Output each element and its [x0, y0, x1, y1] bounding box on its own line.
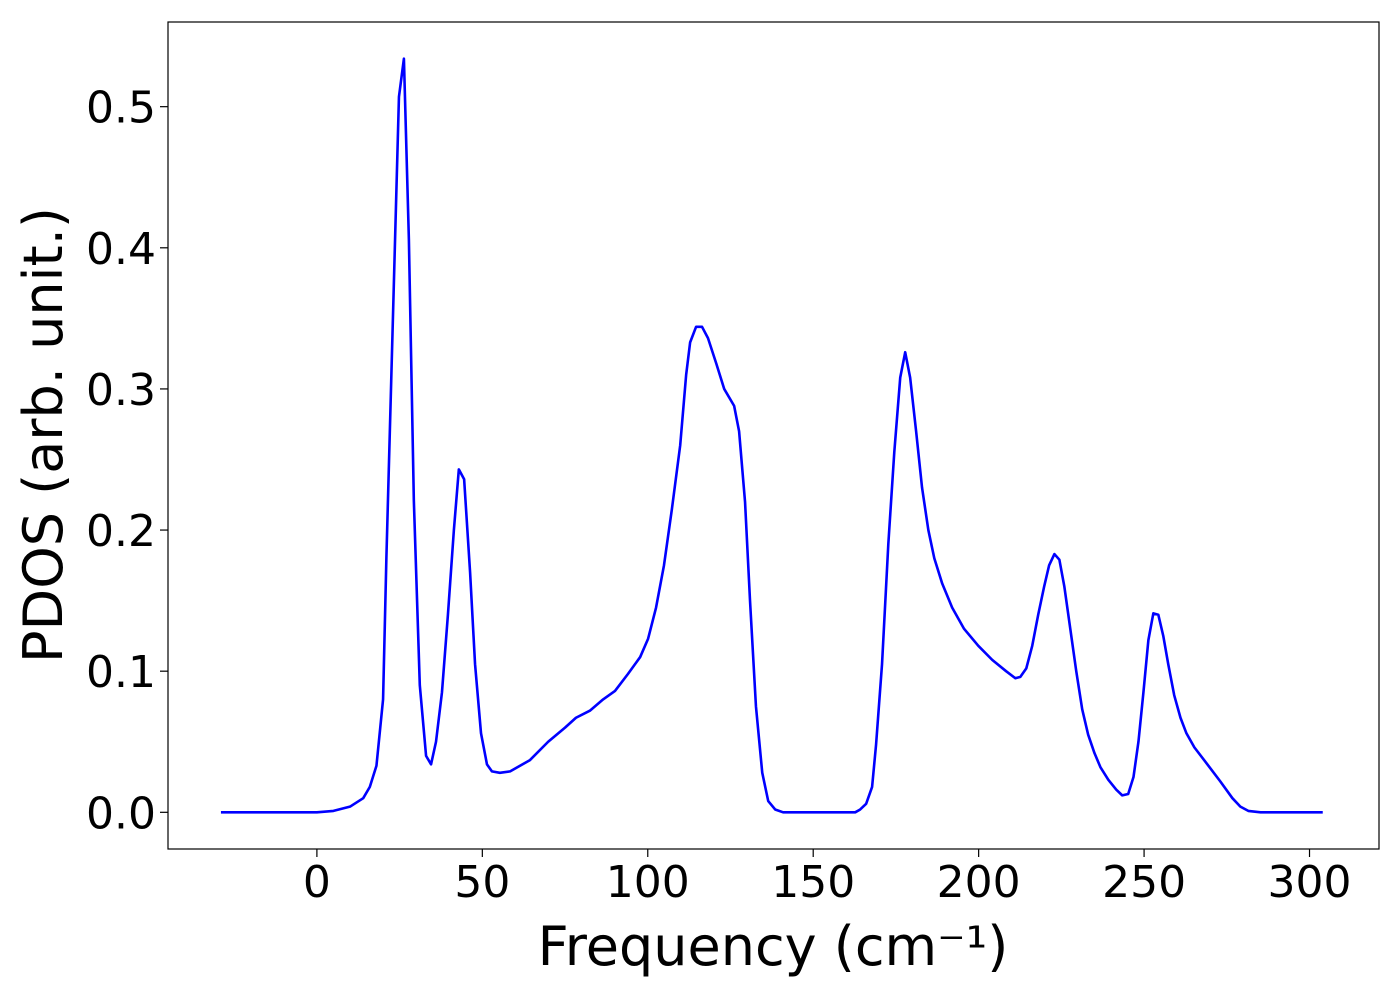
x-tick-label: 50: [454, 857, 510, 908]
x-axis-label: Frequency (cm⁻¹): [538, 915, 1009, 978]
y-tick-label: 0.3: [86, 365, 156, 416]
x-tick-label: 150: [771, 857, 855, 908]
y-tick-label: 0.2: [86, 506, 156, 557]
x-tick-label: 0: [303, 857, 331, 908]
y-tick-label: 0.5: [86, 83, 156, 134]
y-tick-label: 0.4: [86, 224, 156, 275]
x-tick-label: 300: [1268, 857, 1352, 908]
y-axis-label: PDOS (arb. unit.): [12, 207, 75, 663]
line-series: [220, 57, 1323, 814]
x-tick-label: 250: [1102, 857, 1186, 908]
y-tick-label: 0.1: [86, 647, 156, 698]
plot-frame: [167, 21, 1380, 850]
y-tick-label: 0.0: [86, 788, 156, 839]
x-tick-label: 200: [937, 857, 1021, 908]
x-tick-label: 100: [606, 857, 690, 908]
